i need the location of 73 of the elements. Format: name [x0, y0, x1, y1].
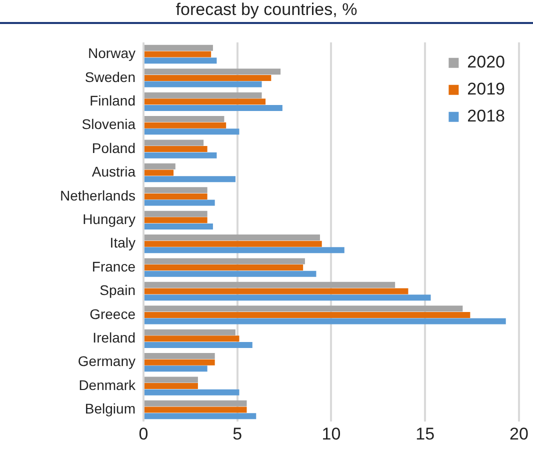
bar	[144, 234, 320, 241]
bar	[144, 294, 431, 301]
bar	[144, 176, 236, 182]
legend-label: 2019	[467, 80, 506, 99]
chart-title: forecast by countries, %	[174, 0, 358, 20]
bar	[144, 258, 305, 264]
x-tick-label: 15	[416, 424, 435, 444]
y-tick-label: Ireland	[92, 330, 136, 346]
bar	[144, 81, 262, 88]
y-tick-label: Norway	[88, 45, 136, 62]
bar	[144, 312, 470, 318]
bar	[144, 170, 174, 176]
bar	[144, 329, 236, 336]
y-tick-label: Poland	[92, 140, 136, 156]
legend-label: 2020	[467, 52, 506, 72]
bar	[144, 140, 204, 146]
x-tick-label: 5	[232, 424, 242, 444]
bar	[144, 122, 226, 128]
bar	[144, 318, 506, 324]
bar	[144, 128, 240, 135]
bar	[144, 210, 208, 217]
bar	[144, 146, 208, 152]
bar	[144, 400, 247, 406]
bar	[144, 376, 198, 383]
bar	[144, 58, 217, 64]
bar	[144, 51, 212, 58]
legend-label: 2018	[467, 106, 506, 126]
bar	[144, 270, 316, 277]
bar	[144, 217, 208, 224]
y-tick-label: Belgium	[84, 400, 136, 417]
bar	[144, 353, 215, 360]
bar	[144, 264, 304, 271]
bar	[144, 306, 463, 312]
bar	[144, 116, 224, 122]
bar	[144, 92, 262, 98]
y-tick-label: Denmark	[78, 376, 136, 393]
bar	[144, 288, 408, 294]
bar	[144, 336, 240, 342]
bar	[144, 342, 252, 348]
bar	[144, 44, 213, 51]
y-tick-label: Germany	[78, 353, 136, 370]
bar	[144, 282, 396, 288]
bar	[144, 104, 282, 111]
bar	[144, 98, 266, 105]
y-tick-label: Austria	[92, 164, 136, 180]
bar	[144, 359, 215, 366]
bar	[144, 223, 213, 230]
bar	[144, 200, 215, 206]
bar	[144, 247, 344, 254]
bar	[144, 406, 247, 413]
x-tick-label: 10	[322, 424, 341, 444]
y-tick-label: Spain	[100, 282, 136, 298]
y-tick-label: Greece	[90, 306, 136, 322]
y-tick-label: Finland	[90, 92, 136, 109]
bar	[144, 68, 281, 75]
bar	[144, 193, 208, 200]
x-tick-label: 20	[510, 424, 528, 444]
bar	[144, 163, 176, 170]
bar	[144, 240, 322, 247]
bar	[144, 152, 217, 158]
bar	[144, 74, 272, 81]
bar	[144, 413, 256, 420]
bar	[144, 187, 208, 194]
y-tick-label: France	[92, 258, 136, 274]
x-tick-label: 0	[138, 424, 148, 444]
y-tick-label: Sweden	[84, 68, 136, 85]
y-tick-label: Slovenia	[82, 116, 136, 132]
y-tick-label: Italy	[110, 234, 136, 251]
y-tick-label: Netherlands	[60, 187, 136, 204]
bar	[144, 389, 240, 396]
y-tick-label: Hungary	[82, 211, 136, 228]
bar	[144, 383, 198, 390]
bar	[144, 366, 208, 372]
